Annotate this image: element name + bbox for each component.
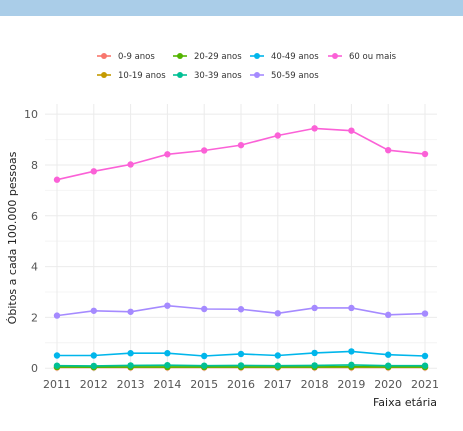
x-tick-label: 2012: [80, 378, 108, 391]
data-point: [421, 352, 429, 360]
x-tick-label: 2020: [374, 378, 402, 391]
data-point: [90, 307, 98, 314]
series-60-ou-mais: [53, 125, 429, 183]
data-point: [274, 310, 281, 317]
legend-item: 60 ou mais: [328, 52, 397, 62]
y-tick-label: 4: [31, 261, 38, 274]
y-tick-label: 8: [31, 159, 38, 172]
data-point: [127, 362, 134, 369]
legend-item: 20-29 anos: [173, 52, 242, 62]
legend-item: 30-39 anos: [173, 71, 242, 81]
data-point: [201, 147, 208, 154]
data-point: [127, 161, 134, 168]
data-point: [274, 362, 281, 369]
x-axis-title: Faixa etária: [373, 396, 437, 409]
data-point: [164, 361, 171, 369]
x-tick-label: 2014: [153, 378, 181, 391]
data-point: [201, 352, 208, 360]
data-point: [201, 362, 208, 369]
x-tick-label: 2017: [264, 378, 292, 391]
data-point: [90, 168, 98, 175]
legend-label: 10-19 anos: [118, 71, 166, 81]
legend-key-point: [101, 53, 107, 59]
data-point: [348, 304, 355, 312]
legend-key-point: [177, 72, 183, 78]
legend-label: 20-29 anos: [194, 52, 242, 62]
data-point: [164, 302, 171, 309]
x-ticks: 2011 2012 2013 2014 2015 2016 2017 2018 2019 2020…: [43, 378, 439, 391]
series-layer: [53, 125, 429, 371]
legend-key-point: [332, 53, 338, 59]
data-point: [421, 362, 429, 369]
y-axis-title: Óbitos a cada 100.000 pessoas: [6, 151, 19, 324]
data-point: [421, 150, 429, 158]
data-point: [90, 362, 98, 370]
data-point: [274, 352, 281, 359]
legend-item: 10-19 anos: [97, 71, 166, 81]
data-point: [311, 125, 318, 132]
data-point: [53, 362, 61, 369]
legend: 0-9 anos 20-29 anos 40-49 anos 60 ou mais 10…: [97, 52, 397, 81]
data-point: [348, 361, 355, 369]
data-point: [201, 305, 208, 313]
x-tick-label: 2015: [190, 378, 218, 391]
data-point: [311, 304, 318, 312]
data-point: [127, 308, 134, 315]
data-point: [90, 352, 98, 359]
data-point: [53, 176, 61, 183]
series-30-39-anos: [53, 361, 429, 370]
data-point: [237, 306, 245, 313]
y-tick-label: 6: [31, 210, 38, 223]
series-40-49-anos: [53, 348, 429, 360]
data-point: [385, 311, 392, 319]
data-point: [53, 312, 61, 319]
legend-key-point: [177, 53, 183, 59]
data-point: [348, 348, 355, 355]
data-point: [237, 141, 245, 149]
legend-label: 0-9 anos: [118, 52, 155, 62]
x-tick-label: 2011: [43, 378, 71, 391]
legend-item: 50-59 anos: [250, 71, 319, 81]
data-point: [53, 352, 61, 359]
data-point: [385, 147, 392, 154]
data-point: [127, 350, 134, 357]
y-tick-label: 2: [31, 311, 38, 324]
data-point: [348, 127, 355, 134]
legend-key-point: [254, 53, 260, 59]
y-ticks: 0 2 4 6 8 10: [24, 108, 38, 375]
data-point: [274, 132, 281, 139]
legend-label: 40-49 anos: [271, 52, 319, 62]
legend-key-point: [254, 72, 260, 78]
x-tick-label: 2016: [227, 378, 255, 391]
data-point: [421, 310, 429, 317]
y-tick-label: 0: [31, 362, 38, 375]
data-point: [237, 350, 245, 358]
data-point: [237, 362, 245, 369]
y-tick-label: 10: [24, 108, 38, 121]
top-band: [0, 0, 463, 16]
data-point: [311, 349, 318, 357]
x-tick-label: 2013: [117, 378, 145, 391]
x-tick-label: 2021: [411, 378, 439, 391]
legend-item: 40-49 anos: [250, 52, 319, 62]
data-point: [385, 362, 392, 369]
series-50-59-anos: [53, 302, 429, 319]
data-point: [311, 362, 318, 369]
legend-item: 0-9 anos: [97, 52, 155, 62]
legend-key-point: [101, 72, 107, 78]
x-tick-label: 2018: [301, 378, 329, 391]
legend-label: 60 ou mais: [349, 52, 397, 62]
legend-label: 30-39 anos: [194, 71, 242, 81]
data-point: [164, 151, 171, 158]
legend-label: 50-59 anos: [271, 71, 319, 81]
x-tick-label: 2019: [337, 378, 365, 391]
data-point: [164, 350, 171, 357]
data-point: [385, 351, 392, 358]
